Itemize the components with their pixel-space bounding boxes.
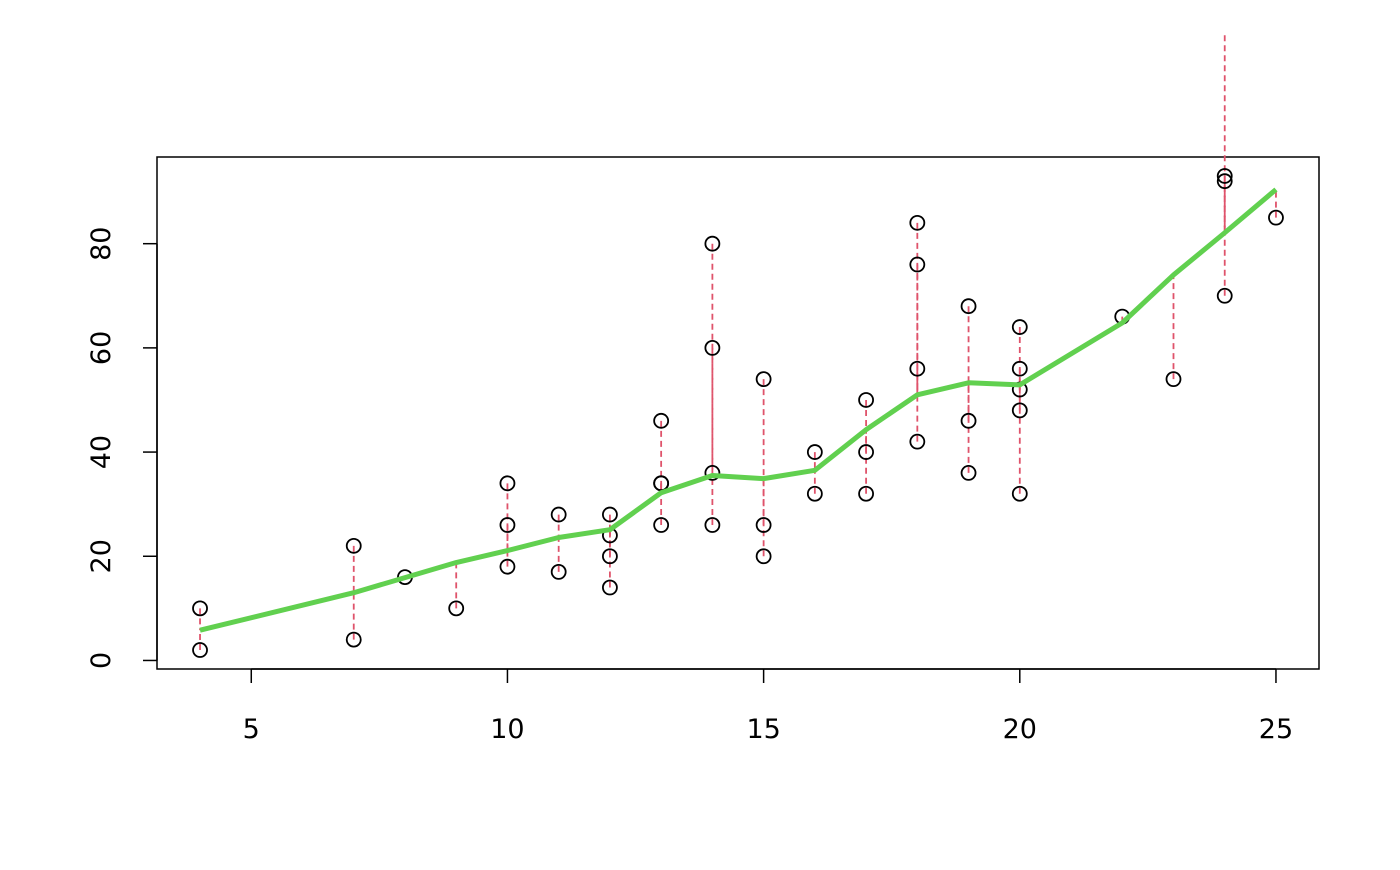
point xyxy=(1011,485,1028,502)
point xyxy=(1165,371,1182,388)
point xyxy=(755,548,772,565)
point xyxy=(909,256,926,273)
point xyxy=(704,339,721,356)
point xyxy=(960,298,977,315)
point xyxy=(858,485,874,502)
point xyxy=(602,548,618,565)
point xyxy=(602,579,618,596)
x-tick-label: 5 xyxy=(243,714,260,745)
point xyxy=(1216,287,1233,304)
point xyxy=(806,444,823,460)
x-tick-label: 25 xyxy=(1259,714,1293,745)
point xyxy=(960,465,977,481)
point xyxy=(448,600,465,617)
point xyxy=(1011,402,1028,419)
point xyxy=(704,517,721,533)
point xyxy=(1268,209,1284,226)
point xyxy=(704,235,721,252)
point xyxy=(806,485,823,502)
point xyxy=(345,537,362,554)
point xyxy=(704,465,721,481)
y-tick-label: 20 xyxy=(86,539,117,573)
point xyxy=(1216,168,1233,184)
point xyxy=(909,360,926,377)
x-tick-label: 15 xyxy=(746,714,780,745)
point xyxy=(499,475,516,492)
point xyxy=(1011,319,1028,335)
point xyxy=(653,412,670,429)
point xyxy=(653,517,670,533)
point xyxy=(755,517,772,533)
point xyxy=(858,392,874,408)
x-tick-label: 20 xyxy=(1003,714,1037,745)
point xyxy=(960,412,977,429)
plot-box xyxy=(156,156,1320,670)
point xyxy=(499,558,516,575)
point xyxy=(755,371,772,388)
y-tick-label: 0 xyxy=(86,652,117,669)
y-tick-label: 40 xyxy=(86,435,117,469)
point xyxy=(909,214,926,231)
point xyxy=(909,433,926,450)
point xyxy=(499,517,516,533)
point xyxy=(1011,360,1028,377)
point xyxy=(1216,173,1233,190)
point xyxy=(550,563,567,580)
point xyxy=(550,506,567,523)
point xyxy=(192,642,208,658)
x-tick-label: 10 xyxy=(490,714,524,745)
point xyxy=(602,506,618,523)
point xyxy=(345,631,362,648)
point xyxy=(192,600,208,617)
y-tick-label: 60 xyxy=(86,331,117,365)
point xyxy=(858,444,874,460)
fit-line xyxy=(199,187,1278,633)
y-tick-label: 80 xyxy=(86,227,117,261)
